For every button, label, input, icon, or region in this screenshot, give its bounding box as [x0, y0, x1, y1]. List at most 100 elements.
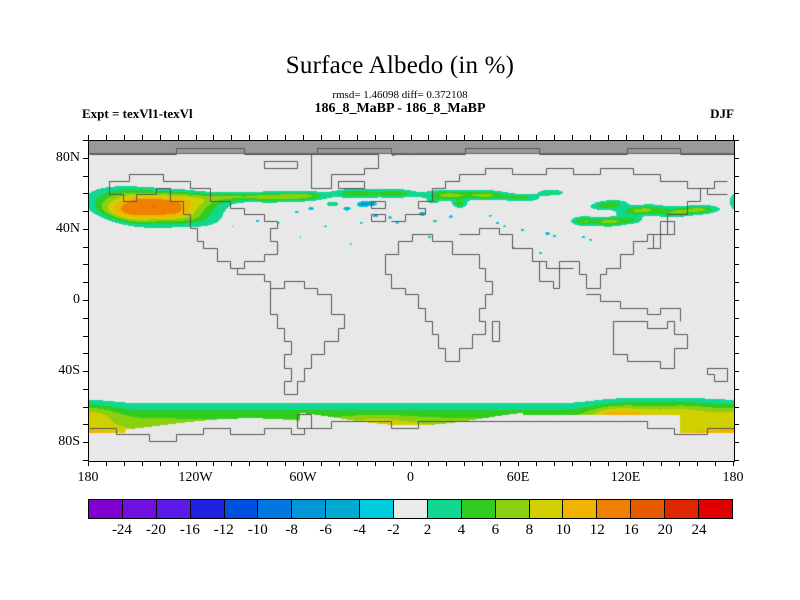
colorbar-cell: [360, 500, 395, 518]
y-tick-minor: [83, 442, 88, 444]
x-tick-minor-top: [267, 135, 269, 140]
x-tick-minor: [392, 461, 394, 466]
x-tick-minor: [679, 461, 681, 466]
y-axis-label: 40N: [55, 220, 80, 236]
x-tick-minor: [553, 461, 555, 466]
x-tick-minor: [464, 461, 466, 466]
x-tick-minor-top: [231, 135, 233, 140]
x-tick-minor-top: [464, 135, 466, 140]
x-tick-minor: [410, 461, 412, 466]
colorbar-tick-label: 6: [491, 522, 500, 538]
y-tick-minor-right: [734, 140, 739, 141]
y-axis-label: 40S: [58, 363, 80, 379]
y-tick-minor: [83, 246, 88, 248]
colorbar-cell: [427, 500, 462, 518]
y-axis-label: 80N: [55, 149, 80, 165]
x-tick-minor-top: [661, 135, 663, 140]
x-tick-minor-top: [715, 135, 717, 140]
x-tick-minor-top: [679, 135, 681, 140]
x-tick-minor: [446, 461, 448, 466]
y-tick-minor: [83, 424, 88, 426]
x-axis-label: 180: [722, 470, 744, 485]
x-tick-minor: [285, 461, 287, 466]
x-tick-minor: [535, 461, 537, 466]
x-tick-minor-top: [177, 135, 179, 140]
x-tick-minor-top: [733, 135, 734, 140]
y-tick-minor-right: [734, 335, 739, 337]
x-tick-minor-top: [338, 135, 340, 140]
y-tick-minor-right: [734, 460, 739, 461]
y-tick-minor: [83, 300, 88, 301]
y-tick-minor: [83, 388, 88, 390]
x-tick-minor-top: [643, 135, 645, 140]
x-tick-minor: [213, 461, 215, 466]
y-tick-minor: [83, 460, 88, 461]
colorbar-cell: [631, 500, 666, 518]
y-tick-minor-right: [734, 371, 739, 373]
colorbar-tick-label: 4: [457, 522, 466, 538]
x-tick-minor-top: [88, 135, 89, 140]
x-tick-minor-top: [607, 135, 609, 140]
x-tick-minor: [267, 461, 269, 466]
y-tick-minor: [83, 157, 88, 159]
y-tick-minor-right: [734, 424, 739, 426]
y-tick-minor-right: [734, 442, 739, 444]
x-tick-minor: [123, 461, 125, 466]
x-tick-minor: [88, 461, 89, 466]
y-tick-minor: [83, 406, 88, 408]
colorbar-cell: [224, 500, 259, 518]
y-tick-minor-right: [734, 317, 739, 319]
x-tick-minor-top: [374, 135, 376, 140]
y-tick-minor: [83, 353, 88, 355]
colorbar-tick-label: 16: [623, 522, 639, 538]
colorbar-tick-label: -6: [319, 522, 332, 538]
y-tick-minor-right: [734, 193, 739, 195]
x-tick-minor: [374, 461, 376, 466]
map-plot-area: [88, 140, 735, 462]
x-tick-minor: [105, 461, 107, 466]
y-tick-minor-right: [734, 300, 739, 301]
colorbar-tick-label: 2: [423, 522, 432, 538]
x-tick-minor-top: [697, 135, 699, 140]
colorbar: -24 -20 -16 -12 -10 -8 -6 -4 -2 2 4 6 8 10 12 16 20 24: [88, 499, 733, 538]
x-tick-minor: [195, 461, 197, 466]
x-axis-label: 60W: [289, 470, 317, 485]
y-tick-minor: [83, 371, 88, 373]
colorbar-cell: [394, 500, 428, 518]
x-tick-minor-top: [320, 135, 322, 140]
season-label: DJF: [710, 106, 734, 121]
x-tick-minor-top: [589, 135, 591, 140]
x-tick-minor: [159, 461, 161, 466]
x-tick-minor: [733, 461, 734, 466]
colorbar-tick-label: -20: [145, 522, 166, 538]
x-tick-minor: [518, 461, 519, 466]
colorbar-cell: [326, 500, 361, 518]
x-tick-minor: [249, 461, 251, 466]
y-tick-minor-right: [734, 228, 739, 230]
x-tick-minor: [571, 461, 573, 466]
case-comparison-label: 186_8_MaBP - 186_8_MaBP: [314, 101, 486, 116]
x-tick-minor-top: [553, 135, 555, 140]
colorbar-swatches: [88, 499, 733, 519]
x-tick-minor: [482, 461, 484, 466]
x-tick-minor-top: [482, 135, 484, 140]
colorbar-cell: [665, 500, 700, 518]
colorbar-cell: [292, 500, 327, 518]
x-tick-minor: [303, 461, 304, 466]
colorbar-tick-label: 10: [555, 522, 571, 538]
x-axis-label: 120E: [610, 470, 641, 485]
x-tick-minor-top: [249, 135, 251, 140]
x-tick-minor-top: [285, 135, 287, 140]
x-axis-label: 60E: [506, 470, 530, 485]
x-tick-minor: [715, 461, 717, 466]
colorbar-tick-label: -16: [179, 522, 200, 538]
x-tick-minor: [338, 461, 340, 466]
colorbar-cell: [563, 500, 598, 518]
x-axis-label: 120W: [178, 470, 213, 485]
x-tick-minor: [177, 461, 179, 466]
x-tick-minor: [697, 461, 699, 466]
x-tick-minor: [231, 461, 233, 466]
colorbar-tick-label: -10: [247, 522, 268, 538]
y-axis-label: 80S: [58, 434, 80, 450]
